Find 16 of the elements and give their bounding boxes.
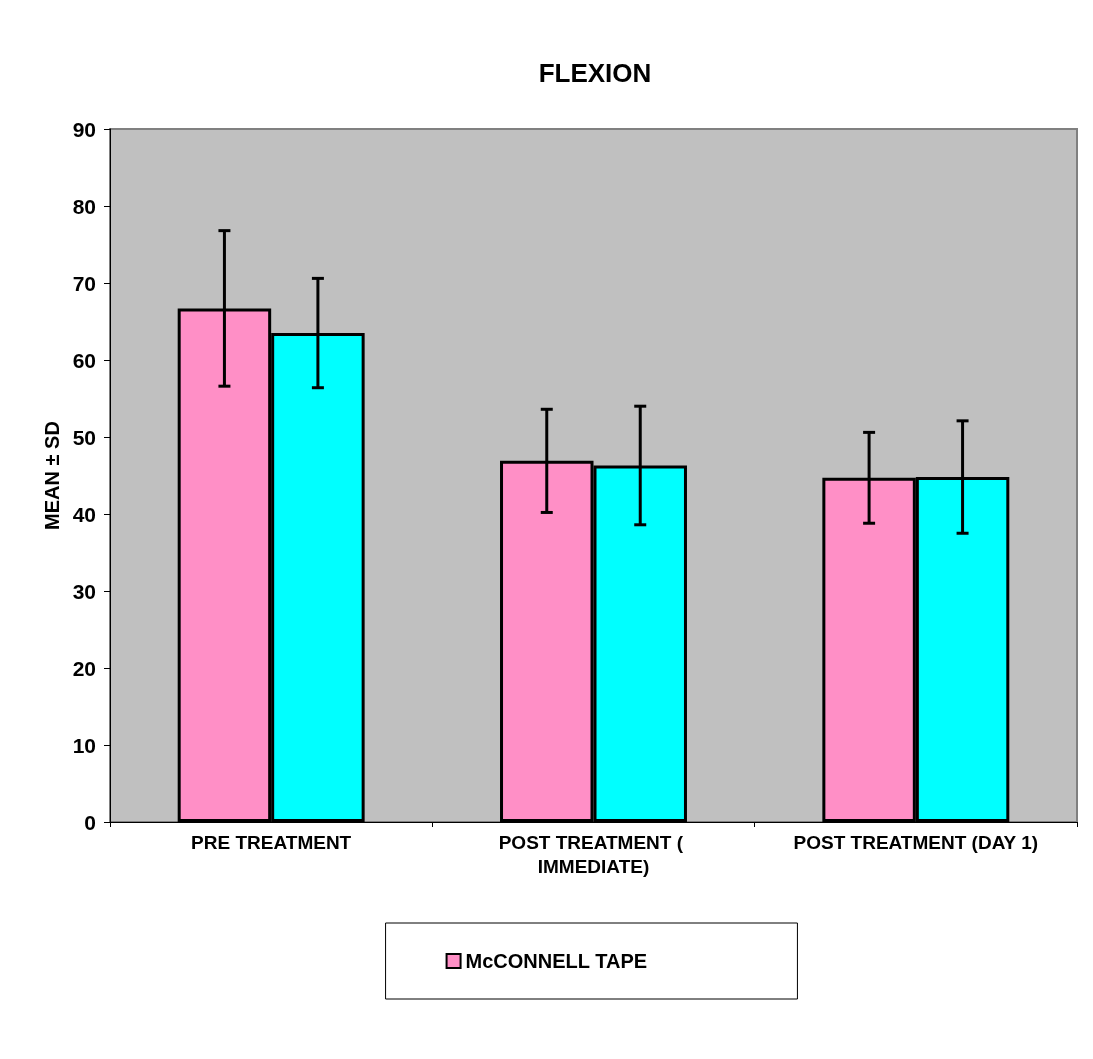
legend-label: McCONNELL TAPE [465,950,648,972]
y-tick-label: 70 [72,271,96,295]
chart-title: FLEXION [538,58,652,88]
y-tick-label: 0 [84,810,96,834]
y-tick-label: 60 [72,348,96,372]
x-tick-label: POST TREATMENT (DAY 1) [793,831,1039,853]
y-tick-label: 20 [72,656,96,680]
y-tick-label: 30 [72,579,96,603]
y-tick-label: 50 [72,425,96,449]
x-tick-label: PRE TREATMENT [191,831,352,853]
y-tick-label: 80 [72,194,96,218]
y-axis-title: MEAN ± SD [40,421,63,530]
y-tick-label: 10 [72,733,96,757]
y-tick-label: 90 [72,117,96,141]
x-tick-label: POST TREATMENT ( IMMEDIATE) [498,831,689,877]
y-tick-label: 40 [72,502,96,526]
